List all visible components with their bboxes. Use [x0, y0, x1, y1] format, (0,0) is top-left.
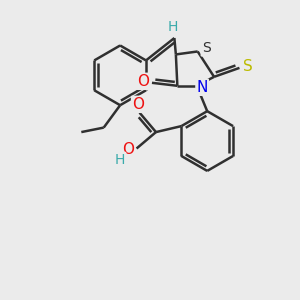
Text: S: S: [243, 59, 253, 74]
Text: O: O: [138, 74, 150, 89]
Text: N: N: [196, 80, 208, 95]
Text: O: O: [132, 97, 144, 112]
Text: O: O: [122, 142, 134, 158]
Text: H: H: [168, 20, 178, 34]
Text: H: H: [115, 153, 125, 167]
Text: S: S: [202, 41, 210, 56]
